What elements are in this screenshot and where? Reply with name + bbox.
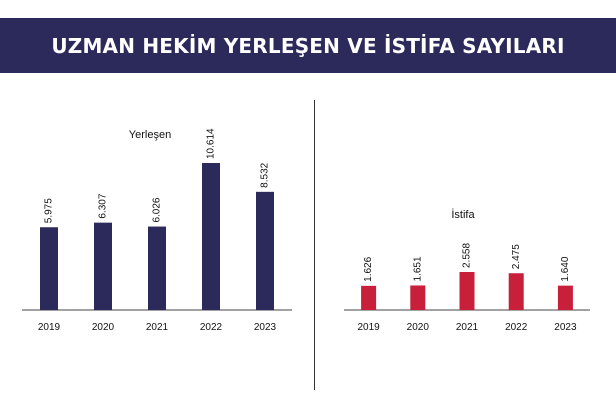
istifa-value-label-2022: 2.475: [511, 244, 522, 269]
istifa-bar-2022: [508, 273, 524, 310]
istifa-value-label-2019: 1.626: [363, 256, 374, 281]
istifa-value-label-2023: 1.640: [560, 256, 571, 281]
istifa-bar-2020: [410, 285, 426, 310]
yerlesen-bar-2021: [148, 226, 166, 310]
page-title: UZMAN HEKİM YERLEŞEN VE İSTİFA SAYILARI: [51, 33, 565, 58]
istifa-value-label-2020: 1.651: [412, 256, 423, 281]
yerlesen-value-label-2023: 8.532: [260, 162, 271, 187]
istifa-bar-2019: [361, 285, 377, 310]
istifa-category-label-2019: 2019: [357, 322, 380, 333]
yerlesen-bar-2022: [202, 163, 220, 310]
yerlesen-bar-2019: [40, 227, 58, 310]
istifa-category-label-2020: 2020: [407, 322, 430, 333]
yerlesen-chart-title: Yerleşen: [129, 129, 171, 141]
yerlesen-bar-2020: [94, 222, 112, 310]
yerlesen-value-label-2019: 5.975: [44, 198, 55, 223]
istifa-bar-2021: [459, 272, 475, 310]
istifa-value-label-2021: 2.558: [462, 243, 473, 268]
yerlesen-chart: Yerleşen 5.975 2019 6.307 2020 6.026 2021 10.6…: [22, 128, 292, 333]
istifa-category-label-2023: 2023: [554, 322, 577, 333]
yerlesen-value-label-2020: 6.307: [98, 193, 109, 218]
istifa-bar-2023: [557, 285, 573, 310]
istifa-chart-title: İstifa: [451, 208, 475, 221]
istifa-chart: İstifa 1.626 2019 1.651 2020 2.558 2021 2.475 2…: [344, 208, 590, 333]
yerlesen-value-label-2021: 6.026: [152, 197, 163, 222]
yerlesen-category-label-2022: 2022: [200, 322, 223, 333]
istifa-category-label-2022: 2022: [505, 322, 528, 333]
yerlesen-category-label-2020: 2020: [92, 322, 115, 333]
yerlesen-category-label-2023: 2023: [254, 322, 277, 333]
yerlesen-value-label-2022: 10.614: [206, 128, 217, 159]
istifa-category-label-2021: 2021: [456, 322, 479, 333]
panel-divider: [314, 100, 315, 390]
yerlesen-category-label-2021: 2021: [146, 322, 169, 333]
yerlesen-category-label-2019: 2019: [38, 322, 61, 333]
title-banner: UZMAN HEKİM YERLEŞEN VE İSTİFA SAYILARI: [0, 18, 616, 73]
yerlesen-bar-2023: [256, 191, 274, 310]
